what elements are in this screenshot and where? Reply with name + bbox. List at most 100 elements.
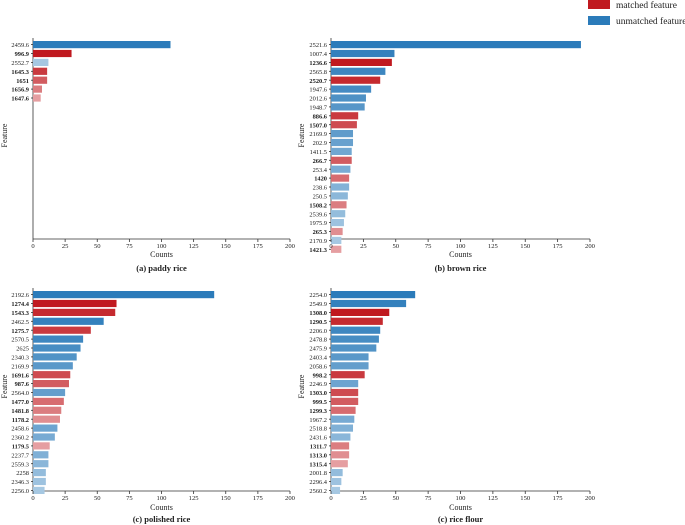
bar-2001.8 — [331, 469, 343, 477]
y-tick-label: 2169.9 — [11, 363, 29, 370]
bar-2521.6 — [331, 41, 581, 49]
bar-2192.6 — [33, 291, 215, 299]
y-tick-label: 1299.3 — [309, 408, 327, 415]
y-tick-label: 2360.2 — [11, 435, 29, 442]
y-tick-label: 2458.6 — [11, 426, 29, 433]
y-tick-label: 1275.7 — [11, 328, 29, 335]
x-tick-label: 200 — [585, 243, 596, 250]
bar-998.2 — [331, 371, 365, 379]
x-tick-label: 125 — [488, 495, 499, 502]
y-tick-label: 2560.2 — [309, 488, 327, 495]
legend-unmatched-swatch — [588, 16, 610, 25]
bar-2237.7 — [33, 451, 49, 459]
y-tick-label: 2403.4 — [309, 355, 327, 362]
bar-2258 — [33, 469, 46, 477]
bar-1975.9 — [331, 219, 344, 227]
y-tick-label: 2475.9 — [309, 346, 327, 353]
bar-1315.4 — [331, 460, 348, 468]
y-tick-label: 2058.6 — [309, 363, 327, 370]
y-tick-label: 1947.6 — [309, 87, 327, 94]
bar-2206.0 — [331, 326, 381, 334]
bar-238.6 — [331, 183, 350, 191]
x-tick-label: 175 — [253, 495, 264, 502]
y-tick-label: 1948.7 — [309, 105, 327, 112]
x-tick-label: 200 — [585, 495, 596, 502]
y-tick-label: 2565.8 — [309, 69, 327, 76]
bar-2560.2 — [331, 486, 341, 494]
bar-2346.3 — [33, 477, 46, 486]
x-tick-label: 75 — [425, 243, 432, 250]
y-tick-label: 1308.0 — [309, 310, 327, 317]
bar-1543.3 — [33, 308, 116, 316]
bar-1299.3 — [331, 406, 356, 414]
y-tick-label: 2256.0 — [11, 488, 29, 495]
chart-panel-2: 2521.6 1007.4 1236.6 2565.8 2520.7 1947.6 2012… — [297, 38, 596, 273]
y-tick-label: 1179.5 — [12, 444, 29, 451]
x-tick-label: 150 — [221, 243, 232, 250]
bar-1290.5 — [331, 317, 383, 325]
y-tick-label: 2170.9 — [309, 238, 327, 245]
y-tick-label: 998.2 — [313, 372, 327, 379]
y-tick-label: 2570.5 — [11, 337, 29, 344]
legend-unmatched-label: unmatched feature — [616, 16, 685, 27]
y-tick-label: 1274.4 — [11, 301, 29, 308]
bar-2360.2 — [33, 433, 55, 441]
bar-2625 — [33, 344, 81, 352]
x-axis-label: Counts — [449, 503, 472, 512]
bar-1274.4 — [33, 299, 117, 308]
x-tick-label: 100 — [456, 495, 467, 502]
x-tick-label: 50 — [392, 243, 399, 250]
y-tick-label: 2246.9 — [309, 381, 327, 388]
y-tick-label: 1651 — [16, 78, 29, 85]
bar-2246.9 — [331, 380, 359, 388]
y-axis-label: Feature — [0, 123, 9, 147]
chart-caption: (c) polished rice — [133, 514, 191, 524]
bar-1691.6 — [33, 371, 71, 379]
x-axis-label: Counts — [150, 503, 173, 512]
y-tick-label: 2254.0 — [309, 292, 327, 299]
bar-1507.0 — [331, 121, 357, 129]
chart-panel-1: 2459.6 996.9 2552.7 1645.3 1651 1656.9 1647.6 0… — [0, 38, 296, 273]
bar-2549.9 — [331, 299, 407, 308]
y-tick-label: 1656.9 — [11, 87, 29, 94]
x-tick-label: 200 — [285, 243, 296, 250]
bar-1656.9 — [33, 85, 42, 93]
x-tick-label: 75 — [126, 243, 133, 250]
bar-2012.6 — [331, 94, 366, 102]
bar-265.3 — [331, 227, 343, 236]
x-tick-label: 200 — [285, 495, 296, 502]
y-tick-label: 2559.3 — [11, 461, 29, 468]
bar-1178.2 — [33, 415, 60, 423]
legend-matched-label: matched feature — [616, 0, 677, 11]
bar-1967.2 — [331, 415, 355, 423]
y-tick-label: 996.9 — [15, 51, 29, 58]
chart-caption: (c) rice flour — [438, 514, 484, 524]
y-tick-label: 1647.6 — [11, 96, 29, 103]
bar-1275.7 — [33, 326, 91, 334]
bar-2462.5 — [33, 317, 104, 325]
bar-1481.8 — [33, 406, 62, 414]
x-tick-label: 100 — [456, 243, 467, 250]
y-tick-label: 2564.0 — [11, 390, 29, 397]
x-tick-label: 75 — [425, 495, 432, 502]
y-axis-label: Feature — [0, 374, 9, 398]
y-tick-label: 1315.4 — [309, 461, 327, 468]
y-tick-label: 1178.2 — [12, 417, 29, 424]
bar-2170.9 — [331, 236, 342, 244]
x-tick-label: 100 — [157, 243, 168, 250]
y-tick-label: 1508.2 — [309, 202, 327, 209]
bar-1313.0 — [331, 451, 350, 459]
bar-1420 — [331, 174, 350, 182]
y-tick-label: 1411.5 — [310, 149, 327, 156]
bar-2296.4 — [331, 477, 342, 486]
y-tick-label: 2346.3 — [11, 479, 29, 486]
y-tick-label: 2431.6 — [309, 435, 327, 442]
x-tick-label: 25 — [62, 243, 69, 250]
bar-2058.6 — [331, 362, 369, 370]
bar-1508.2 — [331, 201, 347, 209]
chart-panel-3: 2192.6 1274.4 1543.3 2462.5 1275.7 2570.5 2625… — [0, 288, 296, 524]
x-tick-label: 0 — [329, 495, 333, 502]
x-tick-label: 50 — [94, 243, 101, 250]
bar-2520.7 — [331, 76, 381, 84]
y-tick-label: 2206.0 — [309, 328, 327, 335]
